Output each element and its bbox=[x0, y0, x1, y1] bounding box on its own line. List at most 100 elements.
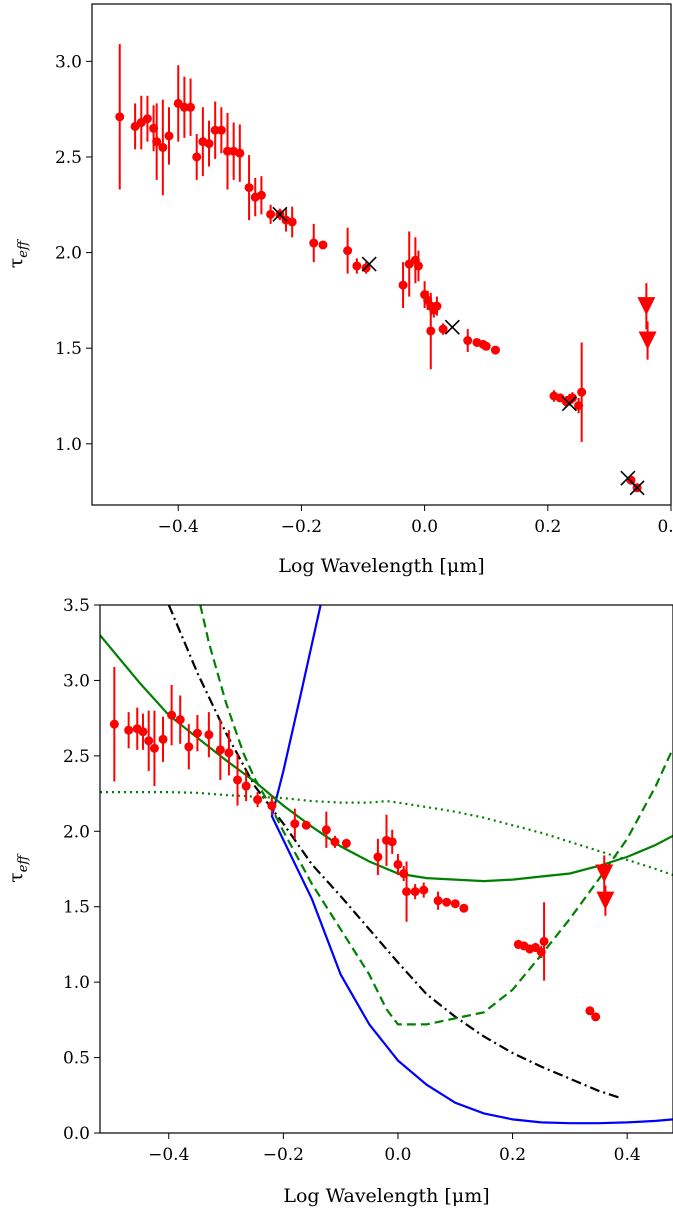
data-point bbox=[184, 742, 194, 752]
data-point bbox=[626, 475, 636, 485]
data-point bbox=[419, 885, 429, 895]
plot-frame-top bbox=[91, 3, 672, 506]
cross-marker bbox=[444, 319, 460, 335]
data-point bbox=[124, 725, 134, 735]
data-point bbox=[490, 345, 500, 355]
data-point bbox=[215, 745, 225, 755]
data-point bbox=[410, 887, 420, 897]
data-point bbox=[186, 102, 196, 112]
upper-limit-marker bbox=[638, 331, 657, 350]
data-point bbox=[115, 112, 125, 122]
data-point bbox=[402, 887, 412, 897]
series-line bbox=[167, 605, 622, 1100]
data-point bbox=[138, 727, 148, 737]
data-point bbox=[373, 852, 383, 862]
data-point bbox=[109, 719, 119, 729]
data-point bbox=[241, 781, 251, 791]
data-point bbox=[266, 209, 276, 219]
data-point bbox=[567, 393, 577, 403]
data-point bbox=[253, 795, 263, 805]
cross-marker bbox=[629, 480, 645, 496]
cross-marker bbox=[272, 206, 288, 222]
data-point bbox=[463, 336, 473, 346]
data-point bbox=[341, 838, 351, 848]
axis-ticks-top: −0.4 −0.2 0.0 0.2 0.4 1.0 1.5 2.0 2.5 3.0 bbox=[55, 52, 673, 537]
y-tick-label: 2.0 bbox=[55, 244, 82, 264]
axis-ticks-bottom: −0.4 −0.2 0.0 0.2 0.4 0.0 0.5 1.0 1.5 2.0 2.5 3.0 3.… bbox=[63, 596, 641, 1165]
data-point bbox=[438, 324, 448, 334]
chart-top: −0.4 −0.2 0.0 0.2 0.4 1.0 1.5 2.0 2.5 3.0 Log Wav… bbox=[5, 3, 673, 577]
data-point bbox=[223, 146, 233, 156]
data-point bbox=[387, 837, 397, 847]
y-tick-label: 3.5 bbox=[63, 596, 90, 616]
upper-limit-marker bbox=[637, 297, 656, 316]
data-point bbox=[210, 125, 220, 135]
x-tick-label: −0.2 bbox=[263, 1145, 304, 1165]
y-tick-label: 2.5 bbox=[63, 747, 90, 767]
data-point bbox=[167, 710, 177, 720]
y-tick-label: 1.0 bbox=[55, 435, 82, 455]
data-point bbox=[318, 240, 328, 250]
y-axis-label-top: τeff bbox=[5, 238, 31, 268]
x-tick-label: −0.4 bbox=[148, 1145, 189, 1165]
y-tick-label: 0.0 bbox=[63, 1124, 90, 1144]
plot-frame-bottom bbox=[99, 604, 673, 1134]
x-axis-label-bottom: Log Wavelength [μm] bbox=[283, 1185, 489, 1207]
data-point bbox=[244, 183, 254, 193]
x-tick-label: 0.4 bbox=[657, 517, 673, 537]
data-point bbox=[426, 326, 436, 336]
chart-bottom: −0.4 −0.2 0.0 0.2 0.4 0.0 0.5 1.0 1.5 2.0 2.5 3.0 3.… bbox=[5, 596, 673, 1207]
plot-area-bottom bbox=[100, 605, 673, 1125]
data-point bbox=[267, 801, 277, 811]
data-point bbox=[144, 736, 154, 746]
data-point bbox=[164, 131, 174, 141]
data-point bbox=[398, 280, 408, 290]
data-point bbox=[577, 387, 587, 397]
data-point bbox=[224, 748, 234, 758]
data-point bbox=[309, 238, 319, 248]
data-point bbox=[539, 936, 549, 946]
data-point bbox=[149, 743, 159, 753]
data-point bbox=[432, 301, 442, 311]
y-tick-label: 1.5 bbox=[55, 339, 82, 359]
data-point bbox=[158, 142, 168, 152]
y-tick-label: 0.5 bbox=[63, 1049, 90, 1069]
y-tick-label: 2.5 bbox=[55, 148, 82, 168]
data-point bbox=[442, 897, 452, 907]
data-point bbox=[321, 825, 331, 835]
data-point bbox=[352, 261, 362, 271]
data-point bbox=[204, 139, 214, 149]
x-tick-label: −0.4 bbox=[158, 517, 199, 537]
y-tick-label: 1.0 bbox=[63, 973, 90, 993]
data-point bbox=[142, 114, 152, 124]
x-tick-label: 0.0 bbox=[384, 1145, 411, 1165]
upper-limit-marker bbox=[595, 864, 614, 883]
y-tick-label: 2.0 bbox=[63, 822, 90, 842]
x-tick-label: 0.4 bbox=[614, 1145, 641, 1165]
data-point bbox=[235, 148, 245, 158]
plot-area-top bbox=[115, 44, 657, 496]
data-point bbox=[287, 217, 297, 227]
x-tick-label: 0.2 bbox=[534, 517, 561, 537]
y-tick-label: 1.5 bbox=[63, 898, 90, 918]
data-point bbox=[158, 734, 168, 744]
data-point bbox=[233, 775, 243, 785]
data-point bbox=[192, 152, 202, 162]
x-tick-label: 0.0 bbox=[411, 517, 438, 537]
x-axis-label-top: Log Wavelength [μm] bbox=[278, 555, 484, 577]
data-point bbox=[343, 246, 353, 256]
data-point bbox=[175, 715, 185, 725]
y-tick-label: 3.0 bbox=[55, 52, 82, 72]
upper-limit-marker bbox=[596, 891, 615, 910]
data-point bbox=[152, 137, 162, 147]
cross-marker bbox=[361, 256, 377, 272]
data-point bbox=[204, 730, 214, 740]
x-tick-label: 0.2 bbox=[499, 1145, 526, 1165]
y-tick-label: 3.0 bbox=[63, 671, 90, 691]
y-axis-label-bottom: τeff bbox=[5, 853, 31, 883]
data-point bbox=[301, 820, 311, 830]
series-line bbox=[199, 605, 673, 1026]
data-point bbox=[481, 341, 491, 351]
data-point bbox=[179, 102, 189, 112]
